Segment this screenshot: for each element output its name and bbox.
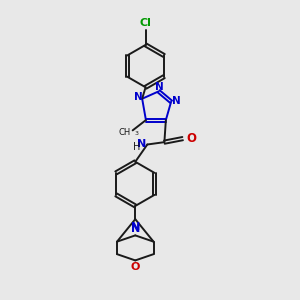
Text: N: N	[131, 224, 140, 234]
Text: N: N	[134, 92, 143, 102]
Text: Cl: Cl	[140, 18, 152, 28]
Text: N: N	[172, 96, 181, 106]
Text: O: O	[187, 131, 196, 145]
Text: N: N	[131, 222, 140, 232]
Text: N: N	[136, 139, 146, 148]
Text: H: H	[134, 142, 141, 152]
Text: N: N	[155, 82, 164, 92]
Text: CH: CH	[118, 128, 130, 136]
Text: 3: 3	[134, 130, 138, 136]
Text: O: O	[130, 262, 140, 272]
